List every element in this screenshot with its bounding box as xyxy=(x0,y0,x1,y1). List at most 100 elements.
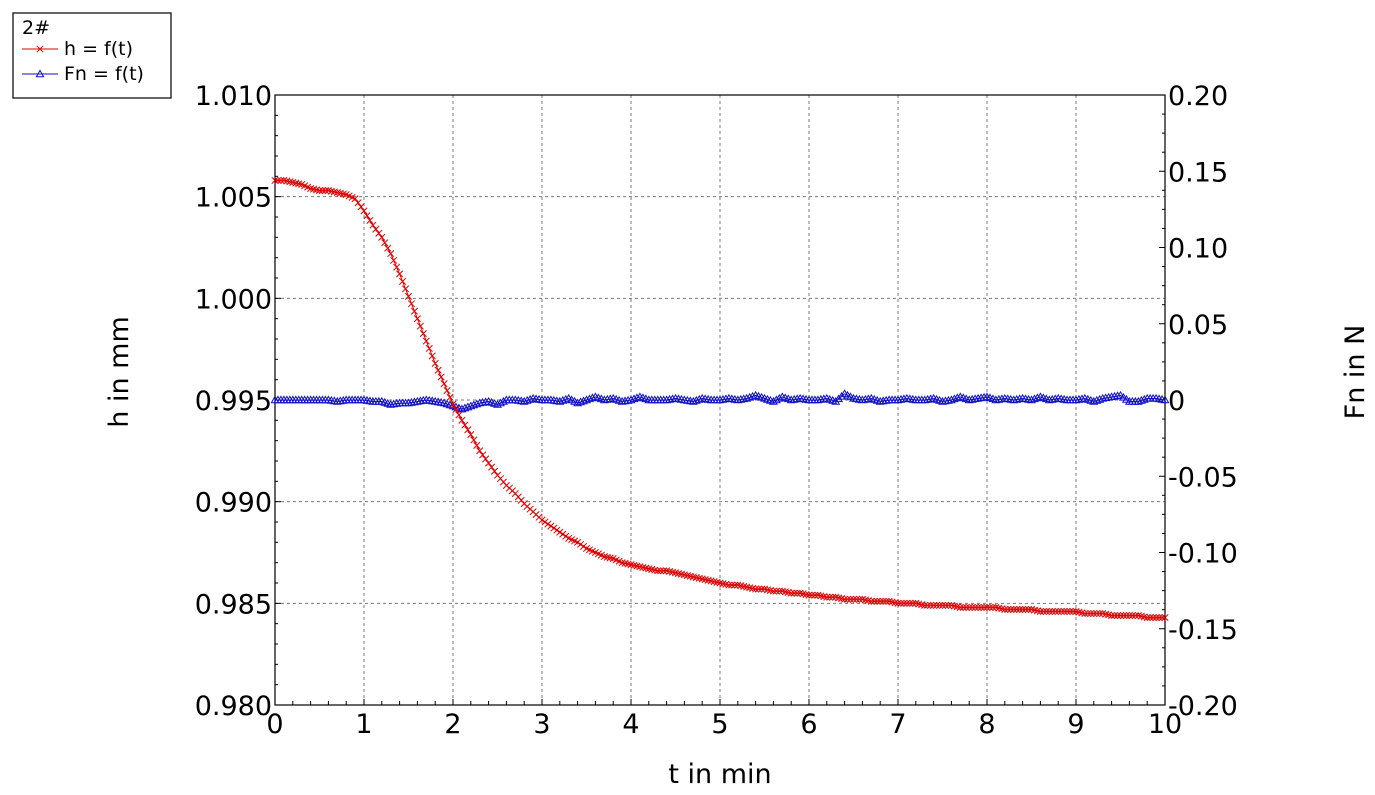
data-point xyxy=(962,603,970,611)
data-point xyxy=(718,394,728,403)
legend-entry: h = f(t) xyxy=(22,38,133,60)
data-point xyxy=(559,530,567,538)
data-point xyxy=(793,589,801,597)
x-tick-label: 9 xyxy=(1067,709,1084,740)
data-point xyxy=(440,380,448,388)
data-point xyxy=(967,394,977,403)
y-tick-labels: 0.980 0.985 0.990 0.995 1.000 1.005 1.010 xyxy=(195,81,272,722)
data-point xyxy=(469,400,479,409)
legend-entry: Fn = f(t) xyxy=(22,63,144,85)
data-point xyxy=(1012,394,1022,403)
y-right-tick-label: -0.15 xyxy=(1168,615,1238,646)
data-point xyxy=(980,603,988,611)
y-tick-label: 0.985 xyxy=(195,589,272,620)
data-point xyxy=(579,396,588,405)
data-point xyxy=(446,393,454,401)
data-point xyxy=(1113,611,1122,620)
data-point xyxy=(897,599,905,607)
data-point xyxy=(1133,396,1143,405)
data-point xyxy=(829,593,837,601)
data-point xyxy=(974,603,982,611)
data-point xyxy=(1131,611,1139,620)
data-point xyxy=(1071,395,1081,404)
data-point xyxy=(1044,395,1054,404)
data-point xyxy=(952,393,962,402)
data-point xyxy=(461,421,469,429)
data-point xyxy=(587,393,597,402)
data-point xyxy=(1069,607,1077,616)
y-axis-label: h in mm xyxy=(104,316,135,428)
data-point xyxy=(1050,394,1060,403)
data-point xyxy=(878,396,888,405)
x-axis-label: t in min xyxy=(668,759,771,790)
data-point xyxy=(475,398,485,407)
data-point xyxy=(1098,393,1108,402)
data-point xyxy=(470,436,478,444)
data-point xyxy=(668,394,677,403)
data-point xyxy=(1152,614,1160,622)
y-right-tick-label: 0.05 xyxy=(1168,310,1228,341)
data-point xyxy=(626,395,636,404)
data-point xyxy=(479,451,487,459)
data-point xyxy=(923,394,933,403)
data-point xyxy=(1107,392,1117,401)
data-point xyxy=(384,244,392,252)
data-point xyxy=(481,397,491,406)
data-point xyxy=(1143,614,1151,622)
data-point xyxy=(733,395,743,404)
data-point xyxy=(1092,395,1102,404)
data-point xyxy=(742,393,752,402)
data-point xyxy=(739,394,749,403)
data-point xyxy=(790,589,798,597)
y-right-tick-label: 0 xyxy=(1168,386,1185,417)
data-point xyxy=(921,601,929,609)
data-point xyxy=(857,395,867,404)
data-point xyxy=(399,277,407,285)
data-point xyxy=(485,459,493,467)
data-point xyxy=(1161,614,1169,622)
data-point xyxy=(1096,609,1104,618)
x-tick-label: 2 xyxy=(444,709,461,740)
data-point xyxy=(1158,614,1166,622)
data-point xyxy=(1081,609,1089,618)
y-tick-label: 1.010 xyxy=(195,81,272,112)
data-point xyxy=(416,322,424,330)
x-tick-label: 10 xyxy=(1148,709,1182,740)
data-point xyxy=(538,516,546,524)
data-point xyxy=(867,597,875,605)
data-point xyxy=(582,395,591,404)
y-tick-label: 1.005 xyxy=(195,183,272,214)
data-point xyxy=(555,396,565,405)
data-point xyxy=(721,394,731,403)
data-point xyxy=(585,394,594,403)
data-point xyxy=(431,359,439,367)
data-point xyxy=(467,431,475,439)
y-tick-label: 0.990 xyxy=(195,488,272,519)
data-point xyxy=(1122,611,1130,620)
data-point xyxy=(844,595,852,603)
data-point xyxy=(813,395,823,404)
data-point xyxy=(363,212,371,220)
data-point xyxy=(496,398,505,407)
data-point xyxy=(1054,607,1062,616)
data-point xyxy=(949,394,959,403)
data-point xyxy=(605,394,615,403)
data-point xyxy=(775,587,783,595)
data-point xyxy=(1125,611,1133,620)
y-right-tick-label: 0.20 xyxy=(1168,81,1228,112)
data-point xyxy=(941,601,950,609)
data-point xyxy=(473,441,481,449)
data-point xyxy=(757,585,766,593)
data-point xyxy=(863,394,873,403)
data-point xyxy=(971,603,979,611)
data-point xyxy=(943,395,953,404)
data-point xyxy=(846,595,855,603)
data-point xyxy=(1060,607,1068,616)
data-point xyxy=(35,69,45,78)
data-point xyxy=(401,285,410,293)
data-point xyxy=(977,603,985,611)
data-point xyxy=(1057,607,1065,616)
data-point xyxy=(617,396,627,405)
data-point xyxy=(271,176,279,184)
data-point xyxy=(786,395,796,404)
